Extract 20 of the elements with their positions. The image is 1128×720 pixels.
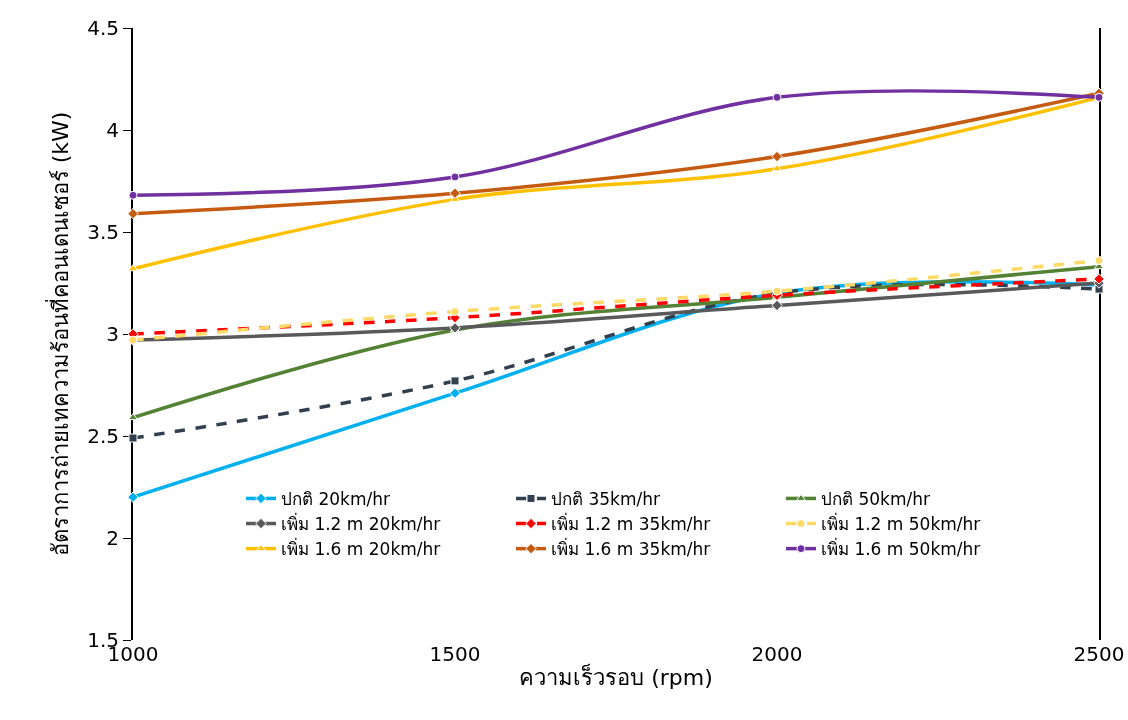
y-tick-label: 4	[106, 118, 119, 142]
y-axis-title: อัตราการถ่ายเทความร้อนที่คอนเดนเซอร์ (kW)	[45, 111, 74, 557]
legend-label: เพิ่ม 1.2 m 35km/hr	[551, 512, 711, 535]
legend-label: ปกติ 50km/hr	[821, 489, 930, 510]
x-tick-label: 2000	[751, 642, 803, 666]
legend-label: เพิ่ม 1.6 m 50km/hr	[821, 537, 981, 560]
x-axis-title: ความเร็วรอบ (rpm)	[519, 662, 713, 690]
legend-label: เพิ่ม 1.6 m 20km/hr	[281, 537, 441, 560]
legend-label: เพิ่ม 1.2 m 20km/hr	[281, 512, 441, 535]
y-tick-label: 4.5	[87, 16, 119, 40]
legend-label: เพิ่ม 1.2 m 50km/hr	[821, 512, 981, 535]
y-tick-label: 3.5	[87, 220, 119, 244]
y-tick-label: 3	[106, 322, 119, 346]
legend-label: ปกติ 20km/hr	[281, 489, 390, 510]
x-tick-label: 2500	[1073, 642, 1125, 666]
y-tick-label: 2	[106, 526, 119, 550]
x-tick-label: 1500	[429, 642, 481, 666]
legend-label: เพิ่ม 1.6 m 35km/hr	[551, 537, 711, 560]
y-tick-label: 2.5	[87, 424, 119, 448]
legend-label: ปกติ 35km/hr	[551, 489, 660, 510]
